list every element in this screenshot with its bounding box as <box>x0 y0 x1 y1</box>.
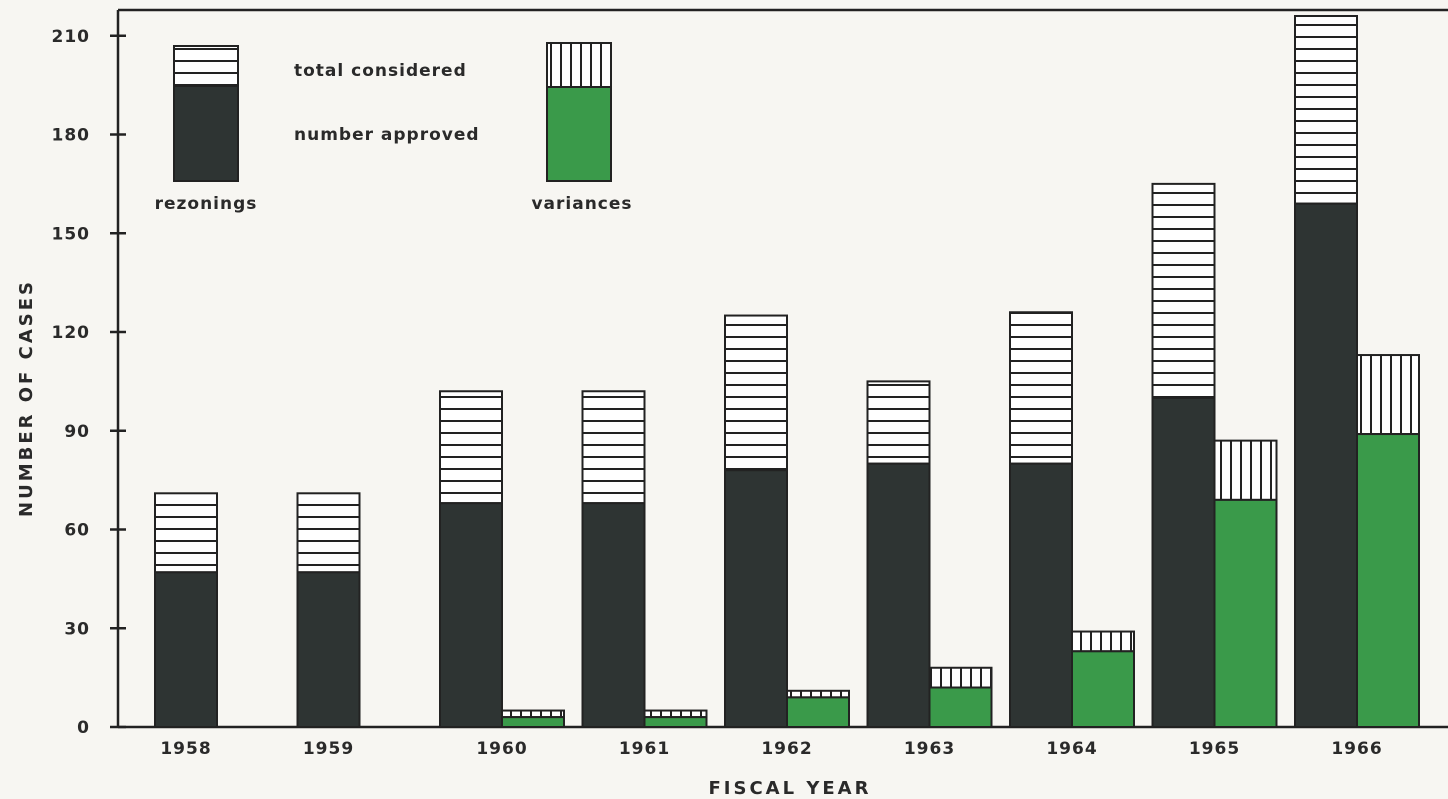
bars-group <box>154 15 1420 729</box>
legend-variances-label: variances <box>531 194 632 214</box>
rezonings-total-bar <box>1151 182 1216 399</box>
x-tick-label: 1964 <box>1046 739 1097 759</box>
legend-approved-label: number approved <box>294 125 480 145</box>
rezonings-approved-bar <box>439 502 503 728</box>
x-axis-ticks: 1958 1959 1960 1961 1962 1963 1964 1965 1966 <box>160 739 1382 759</box>
rezonings-total-bar <box>724 314 788 472</box>
variances-approved-bar <box>1213 498 1278 728</box>
legend-rezonings-total-swatch <box>173 45 239 87</box>
rezonings-approved-bar <box>724 469 788 728</box>
legend-variances-approved-swatch <box>546 86 612 182</box>
variances-total-bar <box>1356 354 1420 436</box>
rezonings-total-bar <box>1294 15 1358 205</box>
legend: total considered number approved rezonin… <box>155 42 632 214</box>
rezonings-total-bar <box>1009 311 1073 465</box>
legend-rezonings-approved-swatch <box>173 85 239 182</box>
variances-total-bar <box>928 666 993 689</box>
y-tick-label: 210 <box>52 27 91 47</box>
y-axis-title: NUMBER OF CASES <box>16 279 37 517</box>
rezonings-approved-bar <box>1294 202 1358 728</box>
variances-total-bar <box>1071 630 1135 653</box>
rezonings-approved-bar <box>1009 462 1073 728</box>
variances-total-bar <box>1213 439 1278 501</box>
legend-variances-total-swatch <box>546 42 612 88</box>
rezonings-approved-bar <box>154 571 218 729</box>
rezonings-total-bar <box>439 390 503 505</box>
x-tick-label: 1961 <box>619 739 670 759</box>
rezonings-total-bar <box>866 380 931 465</box>
rezonings-approved-bar <box>1151 396 1216 728</box>
x-axis-title: FISCAL YEAR <box>709 778 872 799</box>
x-tick-label: 1962 <box>761 739 812 759</box>
variances-approved-bar <box>1071 650 1135 729</box>
y-tick-label: 0 <box>77 718 90 738</box>
y-tick-label: 180 <box>52 126 91 146</box>
x-tick-label: 1963 <box>904 739 955 759</box>
x-tick-label: 1959 <box>303 739 354 759</box>
y-axis-ticks: 0 30 60 90 120 150 180 210 <box>52 27 126 738</box>
y-tick-label: 30 <box>64 619 90 639</box>
y-tick-label: 120 <box>52 323 91 343</box>
variances-approved-bar <box>786 696 850 728</box>
y-tick-label: 60 <box>64 521 90 541</box>
x-tick-label: 1960 <box>476 739 527 759</box>
variances-approved-bar <box>643 716 708 728</box>
y-tick-label: 90 <box>64 422 90 442</box>
rezonings-total-bar <box>296 492 361 574</box>
x-tick-label: 1966 <box>1331 739 1382 759</box>
legend-rezonings-label: rezonings <box>155 194 258 214</box>
rezonings-approved-bar <box>581 502 646 728</box>
rezonings-approved-bar <box>296 571 361 729</box>
legend-total-label: total considered <box>294 61 467 81</box>
rezonings-total-bar <box>154 492 218 574</box>
rezonings-total-bar <box>581 390 646 505</box>
rezonings-approved-bar <box>866 462 931 728</box>
x-tick-label: 1958 <box>160 739 211 759</box>
y-tick-label: 150 <box>52 224 91 244</box>
x-tick-label: 1965 <box>1189 739 1240 759</box>
variances-approved-bar <box>501 716 565 728</box>
variances-approved-bar <box>928 686 993 728</box>
variances-approved-bar <box>1356 433 1420 728</box>
